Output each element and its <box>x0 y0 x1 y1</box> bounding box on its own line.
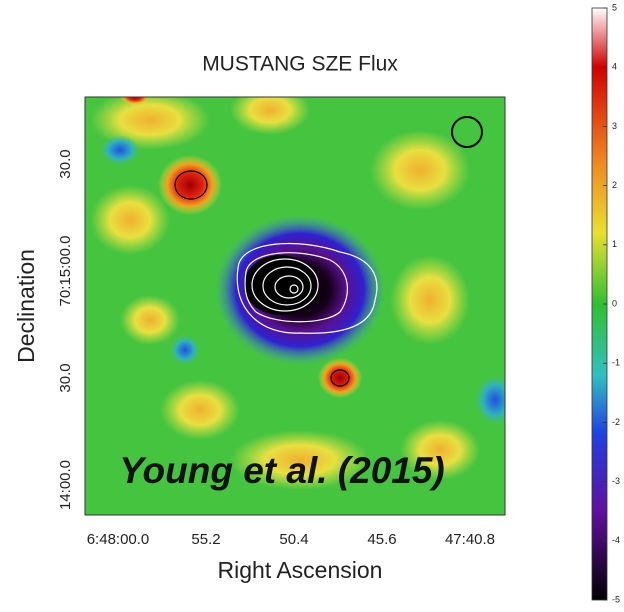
y-tick-label: 14:00.0 <box>57 460 74 510</box>
y-axis-label: Declination <box>13 249 39 363</box>
x-tick-label: 55.2 <box>191 531 220 548</box>
x-tick-label: 47:40.8 <box>445 531 495 548</box>
colorbar-tick-label: 4 <box>612 62 617 72</box>
y-tick-label: 30.0 <box>57 149 74 178</box>
colorbar-tick-label: 2 <box>612 180 617 190</box>
x-tick-label: 6:48:00.0 <box>87 531 150 548</box>
x-tick-label: 50.4 <box>279 531 308 548</box>
colorbar-tick-label: -5 <box>612 594 620 604</box>
x-axis-label: Right Ascension <box>218 557 383 583</box>
colorbar-tick-label: 0 <box>612 298 617 308</box>
y-tick-label: 30.0 <box>57 363 74 392</box>
colorbar-tick-label: -2 <box>612 417 620 427</box>
colorbar-tick-label: 1 <box>612 239 617 249</box>
figure: MUSTANG SZE Flux Right Ascension Declina… <box>0 0 624 607</box>
colorbar-tick-label: -4 <box>612 535 620 545</box>
colorbar-tick-label: 5 <box>612 2 617 12</box>
x-tick-label: 45.6 <box>367 531 396 548</box>
colorbar-tick-label: -3 <box>612 476 620 486</box>
colorbar-tick-label: -1 <box>612 358 620 368</box>
colorbar-tick-label: 3 <box>612 121 617 131</box>
annotation: Young et al. (2015) <box>119 450 445 491</box>
y-tick-label: 70:15:00.0 <box>57 236 74 307</box>
chart-title: MUSTANG SZE Flux <box>202 53 398 76</box>
